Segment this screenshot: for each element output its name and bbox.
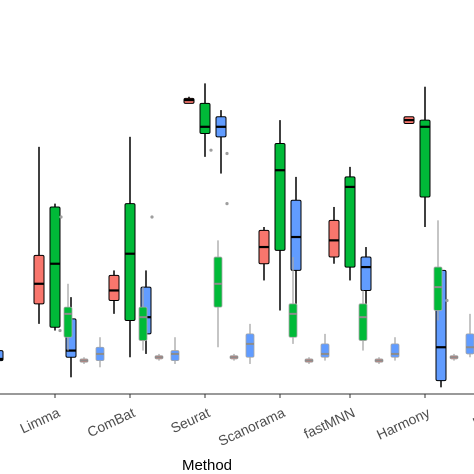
harmony-secondary-3-iqr-box bbox=[465, 333, 474, 355]
scanorama-secondary-2-box bbox=[304, 357, 314, 364]
seurat-series-1-box bbox=[183, 96, 195, 104]
seurat-series-3-box bbox=[215, 110, 229, 206]
combat-series-3-outlier-point bbox=[150, 215, 154, 219]
scanorama-series-2-box bbox=[274, 120, 286, 311]
limma-secondary-1-outlier-point bbox=[58, 328, 62, 333]
harmony-series-1-box bbox=[403, 116, 415, 124]
fastmnn-series-2-iqr-box bbox=[344, 176, 356, 268]
limma-series-1-box bbox=[33, 146, 45, 324]
x-tick-label: ComBat bbox=[85, 404, 138, 440]
scanorama-series-1-box bbox=[258, 227, 270, 281]
harmony-secondary-3-box bbox=[465, 313, 474, 358]
combat-secondary-3-iqr-box bbox=[170, 350, 180, 361]
limma-series-1-iqr-box bbox=[33, 254, 45, 305]
combat-secondary-3-box bbox=[170, 337, 180, 364]
x-tick-label: BBK bbox=[470, 404, 474, 431]
fastmnn-secondary-3-iqr-box bbox=[390, 343, 400, 358]
scanorama-series-2-iqr-box bbox=[274, 143, 286, 251]
fastmnn-secondary-1-iqr-box bbox=[358, 303, 368, 341]
seurat-secondary-2-box bbox=[229, 353, 239, 361]
combat-series-2-iqr-box bbox=[124, 203, 136, 322]
x-ticks: Limma ComBat Seurat Scanorama fastMNN Harmony… bbox=[17, 394, 474, 449]
fastmnn-series-3-box bbox=[360, 247, 372, 321]
scanorama-secondary-3-box bbox=[320, 333, 330, 361]
fastmnn-series-1-iqr-box bbox=[328, 219, 340, 258]
harmony-secondary-1-iqr-box bbox=[433, 266, 443, 311]
seurat-secondary-1-iqr-box bbox=[213, 256, 223, 308]
scanorama-secondary-3-iqr-box bbox=[320, 343, 330, 358]
seurat-series-2-outlier-point bbox=[209, 148, 213, 152]
limma-secondary-1-iqr-box bbox=[63, 306, 73, 338]
fastmnn-series-3-iqr-box bbox=[360, 256, 372, 291]
combat-secondary-1-box bbox=[138, 287, 148, 351]
combat-series-2-box bbox=[124, 136, 136, 358]
limma-secondary-1-box bbox=[58, 283, 73, 351]
combat-secondary-2-box bbox=[154, 353, 164, 361]
x-tick-label: Limma bbox=[17, 404, 62, 436]
box-layer bbox=[0, 83, 474, 388]
limma-series-2-box bbox=[49, 203, 63, 331]
scanorama-secondary-1-iqr-box bbox=[288, 303, 298, 338]
x-tick-label: Harmony bbox=[374, 404, 432, 443]
harmony-series-2-box bbox=[419, 86, 431, 227]
leading-series-2-box bbox=[0, 350, 4, 362]
seurat-series-2-box bbox=[199, 83, 213, 157]
scanorama-secondary-1-box bbox=[288, 257, 298, 344]
harmony-series-3-outlier-point bbox=[445, 298, 449, 303]
combat-series-1-iqr-box bbox=[108, 274, 120, 301]
x-axis-title: Method bbox=[182, 457, 232, 474]
x-tick-label: Seurat bbox=[168, 404, 212, 436]
fastmnn-series-1-box bbox=[328, 206, 340, 264]
combat-secondary-1-iqr-box bbox=[138, 306, 148, 341]
fastmnn-secondary-2-box bbox=[374, 357, 384, 364]
limma-secondary-2-box bbox=[79, 357, 89, 364]
limma-series-2-iqr-box bbox=[49, 206, 61, 328]
scanorama-series-3-iqr-box bbox=[290, 199, 302, 271]
harmony-secondary-1-box bbox=[433, 220, 443, 321]
fastmnn-secondary-1-box bbox=[358, 290, 368, 351]
limma-series-2-outlier-point bbox=[59, 215, 63, 219]
seurat-series-3-outlier-point bbox=[225, 202, 229, 206]
x-tick-label: fastMNN bbox=[301, 404, 357, 442]
limma-secondary-3-box bbox=[95, 337, 105, 368]
seurat-secondary-3-box bbox=[245, 323, 255, 364]
x-tick-label: Scanorama bbox=[216, 404, 288, 449]
fastmnn-secondary-3-box bbox=[390, 337, 400, 361]
combat-series-1-box bbox=[108, 270, 120, 314]
seurat-secondary-1-box bbox=[213, 240, 223, 348]
harmony-secondary-2-box bbox=[449, 353, 459, 361]
seurat-series-3-outlier-point bbox=[225, 151, 229, 156]
seurat-series-2-iqr-box bbox=[199, 102, 211, 134]
harmony-series-2-iqr-box bbox=[419, 119, 431, 198]
seurat-secondary-3-iqr-box bbox=[245, 333, 255, 358]
fastmnn-series-2-box bbox=[344, 166, 356, 281]
